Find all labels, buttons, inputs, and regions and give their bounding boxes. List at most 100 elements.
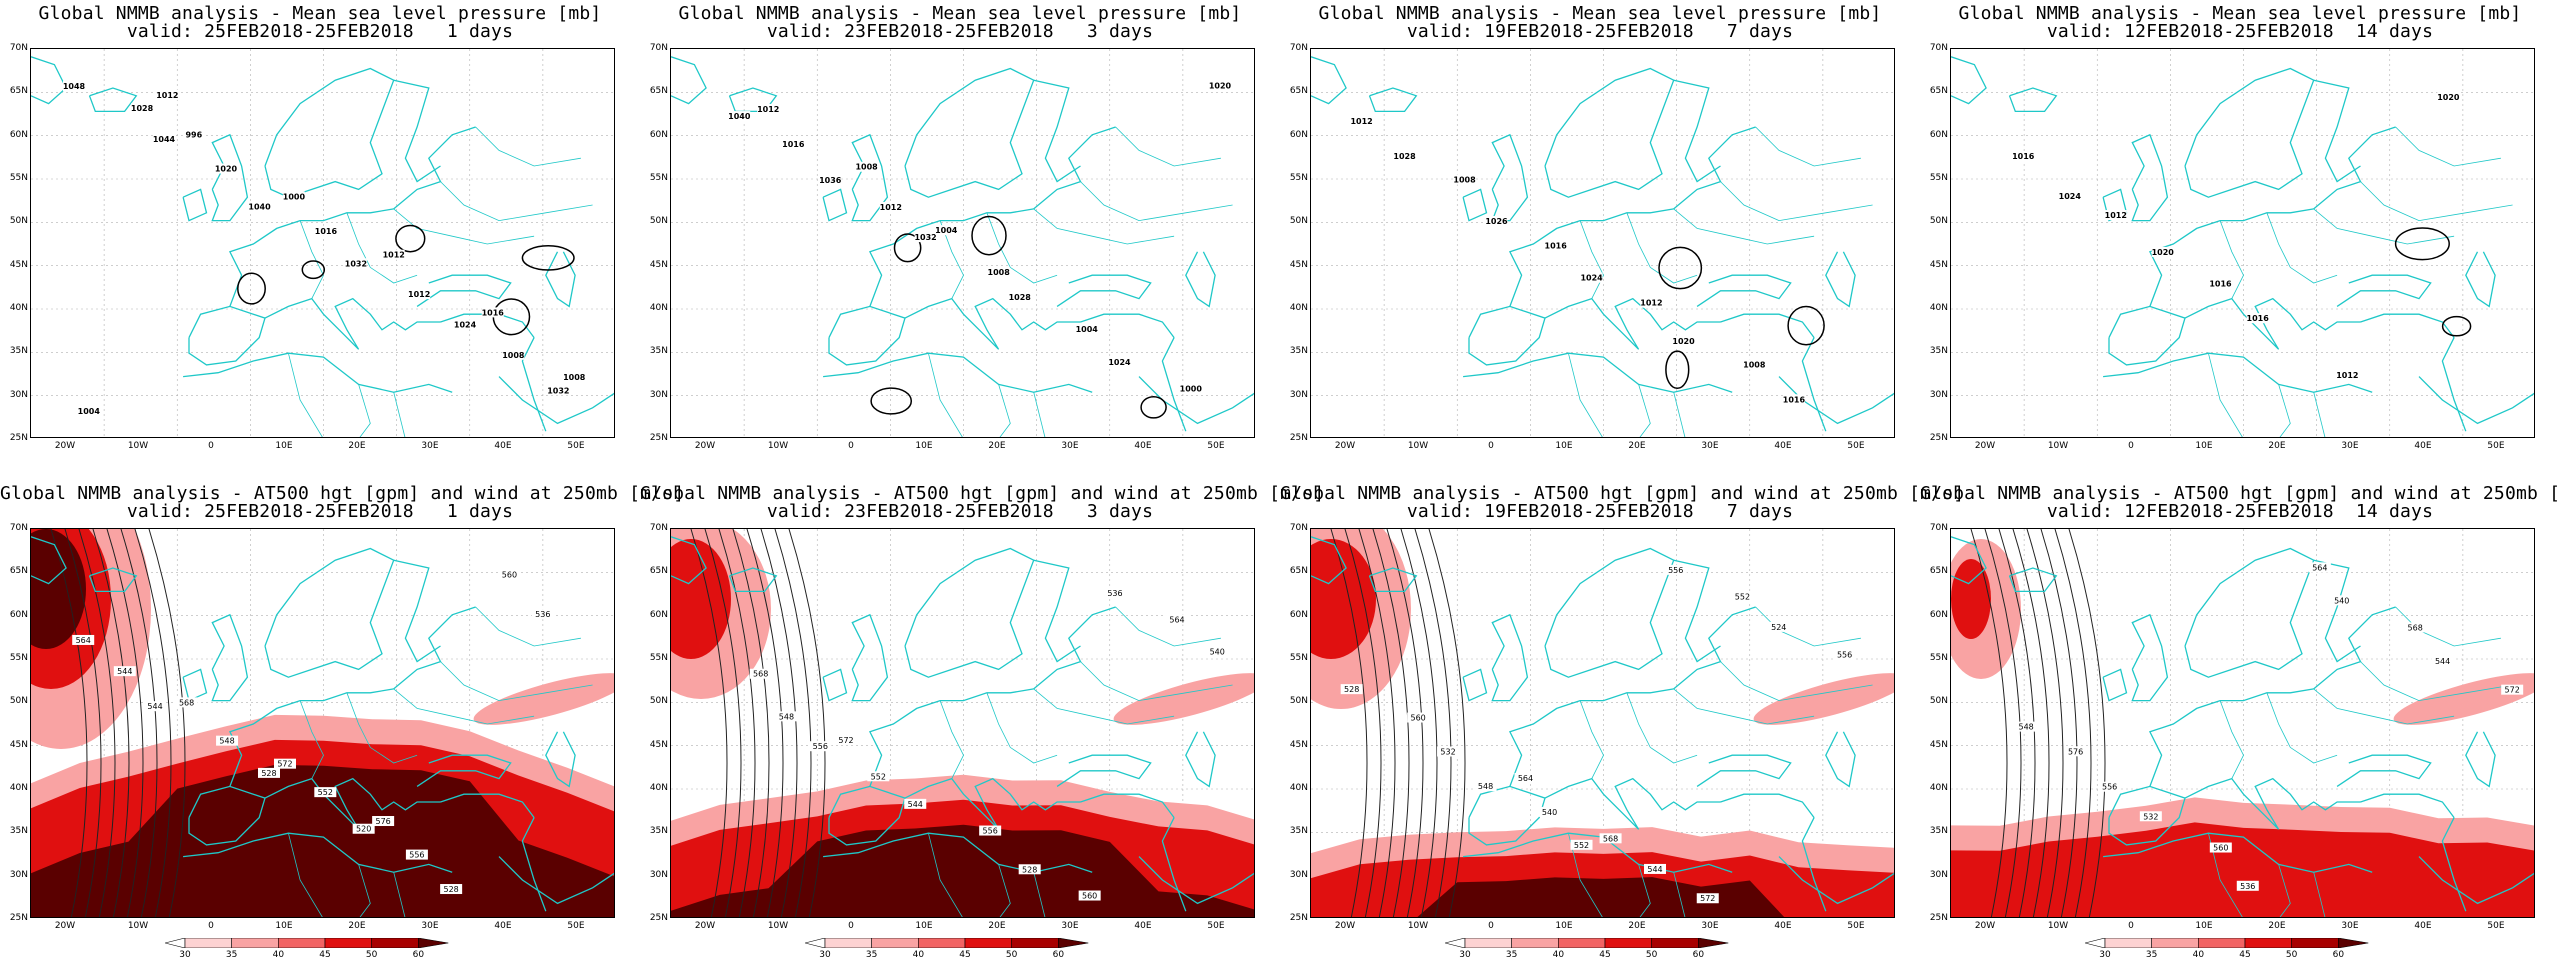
coastline-segment bbox=[2360, 181, 2513, 222]
contour-label: 1020 bbox=[2437, 93, 2460, 102]
coastline-segment bbox=[1311, 56, 1347, 105]
coastline-segment bbox=[868, 688, 1034, 787]
colorbar-tick-label: 60 bbox=[1052, 950, 1065, 960]
coastline-segment bbox=[2313, 79, 2361, 183]
latitude-tick-label: 55N bbox=[1289, 173, 1308, 183]
colorbar-tick-label: 60 bbox=[2332, 950, 2345, 960]
coastline-segment bbox=[1673, 559, 1721, 663]
map-svg: 1040 1036 1032 1028 1024 1020 1016 1012 1008 1004… bbox=[671, 49, 1254, 437]
colorbar-min-arrow bbox=[1445, 938, 1466, 948]
longitude-tick-label: 10E bbox=[915, 441, 933, 451]
longitude-tick-label: 40E bbox=[2414, 921, 2432, 931]
latitude-tick-label: 25N bbox=[9, 433, 28, 443]
contour-label: 548 bbox=[779, 712, 794, 721]
coastline-segment bbox=[1755, 126, 1861, 167]
coastline-layer bbox=[1311, 536, 1894, 917]
contour-label: 1016 bbox=[482, 308, 505, 317]
latitude-tick-label: 55N bbox=[1289, 653, 1308, 663]
latitude-tick-label: 70N bbox=[649, 523, 668, 533]
coastline-segment bbox=[31, 536, 67, 585]
latitude-tick-label: 40N bbox=[649, 303, 668, 313]
longitude-tick-label: 50E bbox=[1207, 441, 1225, 451]
colorbar-tick-label: 40 bbox=[272, 950, 285, 960]
contour-label-bg bbox=[979, 825, 1002, 836]
coastline-segment bbox=[211, 133, 249, 222]
coastline-segment bbox=[440, 661, 593, 702]
coastline-segment bbox=[2395, 126, 2501, 167]
longitude-tick-label: 10W bbox=[767, 441, 789, 451]
map-plot-area: 1024 1020 1016 1012 1020 1016 1012 1016 bbox=[1950, 48, 2535, 438]
colorbar-tick-label: 40 bbox=[1552, 950, 1565, 960]
coastline-segment bbox=[1801, 817, 1827, 912]
coastline-segment bbox=[393, 392, 406, 437]
colorbar-tick-label: 60 bbox=[412, 950, 425, 960]
coastline-segment bbox=[393, 688, 535, 725]
coastline-segment bbox=[1161, 337, 1187, 432]
isohypse bbox=[2068, 529, 2106, 917]
colorbar-tick-label: 35 bbox=[865, 950, 878, 960]
contour-labels: 1040 1036 1032 1028 1024 1020 1016 1012 1008 1004… bbox=[728, 80, 1232, 394]
contour-label-bg bbox=[156, 89, 179, 100]
colorbar-tick-label: 30 bbox=[2099, 950, 2111, 960]
latitude-tick-label: 25N bbox=[649, 913, 668, 923]
isohypse bbox=[106, 529, 144, 917]
isobar-layer bbox=[237, 224, 575, 336]
contour-label: 1040 bbox=[728, 112, 751, 121]
coastline-segment bbox=[211, 613, 249, 702]
panel-valid-period: valid: 19FEB2018-25FEB2018 7 days bbox=[1406, 501, 1794, 522]
coastline-segment bbox=[1056, 754, 1152, 787]
latitude-tick-label: 55N bbox=[9, 653, 28, 663]
longitude-tick-label: 50E bbox=[1207, 921, 1225, 931]
longitude-tick-label: 20E bbox=[2268, 921, 2286, 931]
coastline-segment bbox=[2278, 864, 2291, 917]
contour-label: 540 bbox=[1542, 808, 1557, 817]
contour-label: 1040 bbox=[248, 203, 271, 212]
colorbar-segment bbox=[1604, 938, 1652, 948]
coastline-segment bbox=[88, 567, 138, 593]
panel-title: Global NMMB analysis - Mean sea level pr… bbox=[38, 3, 602, 24]
coastline-segment bbox=[1673, 208, 1815, 245]
contour-label: 1016 bbox=[2209, 280, 2232, 289]
panel-valid-period: valid: 19FEB2018-25FEB2018 7 days bbox=[1406, 21, 1794, 42]
latitude-tick-label: 25N bbox=[1289, 913, 1308, 923]
colorbar-segment bbox=[2104, 938, 2152, 948]
closed-isobar bbox=[2441, 315, 2472, 337]
isohypse bbox=[92, 529, 130, 917]
contour-label-bg bbox=[1208, 80, 1231, 91]
longitude-tick-label: 20E bbox=[1628, 921, 1646, 931]
panel-title: Global NMMB analysis - Mean sea level pr… bbox=[1318, 3, 1882, 24]
coastline-segment bbox=[1056, 274, 1152, 307]
coastline-segment bbox=[2219, 220, 2244, 299]
contour-label: 1008 bbox=[988, 268, 1011, 277]
isohypse bbox=[78, 529, 116, 917]
coastline-segment bbox=[1080, 661, 1233, 702]
coastline-segment bbox=[2313, 392, 2326, 437]
coastline-segment bbox=[2184, 547, 2315, 678]
contour-label-bg bbox=[2308, 562, 2331, 573]
colorbar-segment bbox=[324, 938, 372, 948]
contour-label-bg bbox=[175, 697, 198, 708]
contour-label: 564 bbox=[1518, 774, 1533, 783]
coastline-segment bbox=[851, 613, 889, 702]
graticule bbox=[671, 49, 1254, 437]
contour-label: 544 bbox=[147, 702, 162, 711]
coastline-segment bbox=[498, 376, 614, 425]
latitude-tick-label: 50N bbox=[9, 696, 28, 707]
colorbar-segment bbox=[1011, 938, 1059, 948]
contour-label: 1028 bbox=[131, 104, 154, 113]
coastline-segment bbox=[1185, 731, 1216, 788]
coastline-segment bbox=[1033, 872, 1046, 917]
coastline-segment bbox=[1673, 606, 1756, 690]
coastline-segment bbox=[2148, 688, 2314, 787]
latitude-tick-label: 30N bbox=[1929, 389, 1948, 400]
coastline-segment bbox=[1033, 126, 1116, 210]
panel-valid-period: valid: 12FEB2018-25FEB2018 14 days bbox=[2046, 21, 2434, 42]
jet-west-shade bbox=[1951, 559, 1991, 639]
isohypse-layer bbox=[50, 529, 186, 917]
closed-isobar bbox=[893, 233, 922, 263]
latitude-tick-label: 60N bbox=[1929, 609, 1948, 620]
latitude-tick-label: 55N bbox=[649, 173, 668, 183]
coastline-segment bbox=[183, 832, 453, 873]
isohypse bbox=[2012, 529, 2050, 917]
coastline-segment bbox=[521, 337, 547, 432]
